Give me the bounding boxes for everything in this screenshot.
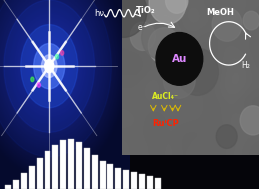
- Text: Au: Au: [172, 54, 187, 64]
- Circle shape: [149, 0, 186, 24]
- Circle shape: [45, 60, 54, 73]
- Bar: [123, 170, 129, 189]
- Circle shape: [240, 106, 259, 135]
- Text: AuCl₄⁻: AuCl₄⁻: [152, 92, 179, 101]
- Bar: [147, 176, 153, 189]
- Text: hν: hν: [95, 9, 105, 18]
- Bar: [107, 164, 113, 189]
- Bar: [115, 168, 121, 189]
- Text: RuᴵCP: RuᴵCP: [152, 119, 179, 129]
- Bar: [37, 158, 42, 189]
- Circle shape: [148, 28, 180, 64]
- Bar: [68, 139, 74, 189]
- Bar: [45, 151, 51, 189]
- Circle shape: [41, 55, 57, 77]
- Bar: [131, 172, 137, 189]
- Circle shape: [216, 125, 237, 148]
- Bar: [84, 148, 90, 189]
- Bar: [29, 166, 35, 189]
- Circle shape: [142, 15, 181, 60]
- Circle shape: [163, 62, 195, 98]
- Circle shape: [46, 61, 52, 71]
- Text: MeOH: MeOH: [207, 8, 234, 17]
- Bar: [21, 173, 27, 189]
- Circle shape: [34, 43, 65, 89]
- Circle shape: [156, 33, 203, 85]
- Bar: [52, 145, 58, 189]
- Text: TiO₂: TiO₂: [135, 6, 155, 15]
- Circle shape: [101, 0, 147, 37]
- Bar: [76, 142, 82, 189]
- Text: H₂: H₂: [241, 61, 250, 70]
- Circle shape: [31, 77, 34, 82]
- Circle shape: [37, 83, 40, 87]
- Circle shape: [166, 0, 188, 13]
- Bar: [5, 185, 11, 189]
- Bar: [60, 140, 66, 189]
- Circle shape: [21, 25, 78, 108]
- Circle shape: [61, 51, 64, 55]
- Bar: [155, 178, 161, 189]
- Circle shape: [177, 48, 218, 95]
- Circle shape: [0, 0, 111, 157]
- Text: e⁻: e⁻: [138, 23, 147, 32]
- Circle shape: [4, 0, 95, 132]
- Bar: [139, 174, 145, 189]
- Bar: [13, 180, 19, 189]
- Bar: [100, 161, 105, 189]
- Circle shape: [212, 8, 242, 41]
- Circle shape: [130, 22, 155, 50]
- Circle shape: [243, 11, 259, 30]
- Circle shape: [55, 54, 59, 59]
- Bar: [92, 155, 98, 189]
